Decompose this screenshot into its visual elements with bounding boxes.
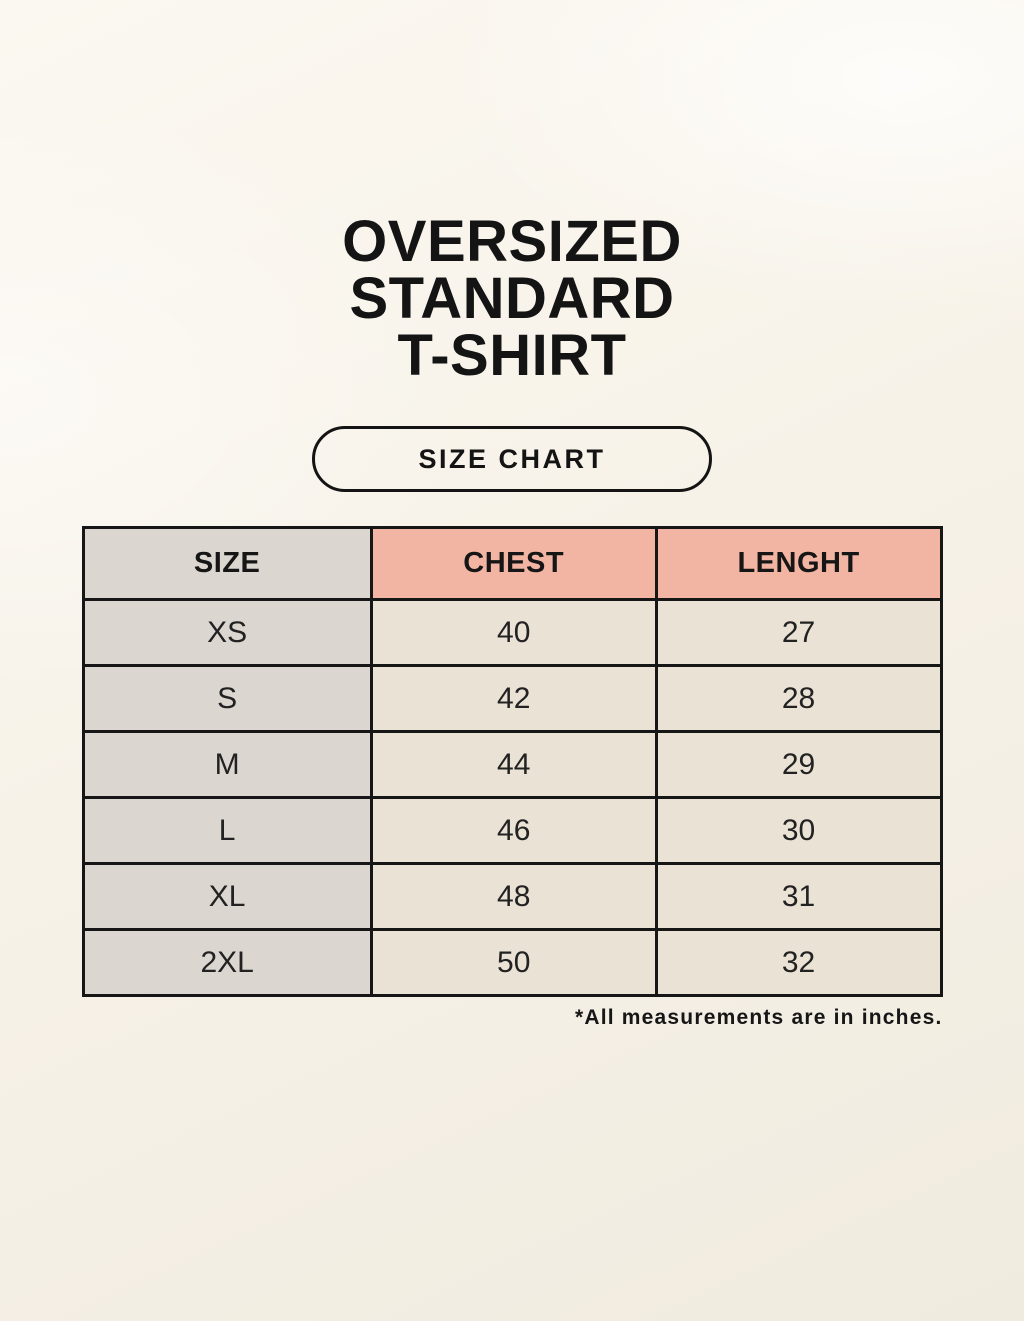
chest-value: 44 — [369, 730, 658, 799]
size-label: XL — [81, 862, 373, 931]
length-value: 28 — [654, 664, 943, 733]
length-value: 31 — [654, 862, 943, 931]
size-chart-button[interactable]: SIZE CHART — [312, 426, 712, 492]
size-label: L — [81, 796, 373, 865]
length-value: 32 — [654, 928, 943, 997]
chest-value: 48 — [369, 862, 658, 931]
size-label: M — [81, 730, 373, 799]
chest-value: 46 — [369, 796, 658, 865]
measurements-footnote: *All measurements are in inches. — [574, 1006, 943, 1029]
page-title-line: OVERSIZED — [342, 209, 682, 274]
size-chart-button-label: SIZE CHART — [418, 443, 606, 474]
table-row: M 44 29 — [81, 730, 943, 799]
size-chart-table-container: SIZE CHEST LENGHT XS 40 27 S 42 28 M 44 … — [81, 526, 943, 997]
size-chart-table: SIZE CHEST LENGHT XS 40 27 S 42 28 M 44 … — [81, 526, 943, 997]
size-label: 2XL — [81, 928, 373, 997]
table-row: XL 48 31 — [81, 862, 943, 931]
column-header-chest: CHEST — [369, 526, 658, 601]
column-header-length: LENGHT — [654, 526, 943, 601]
page-title-line: STANDARD — [349, 266, 675, 331]
table-row: XS 40 27 — [81, 598, 943, 667]
table-row: 2XL 50 32 — [81, 928, 943, 997]
length-value: 30 — [654, 796, 943, 865]
size-label: S — [81, 664, 373, 733]
table-row: S 42 28 — [81, 664, 943, 733]
page-title-line: T-SHIRT — [397, 323, 627, 388]
chest-value: 40 — [369, 598, 658, 667]
page-title: OVERSIZED STANDARD T-SHIRT — [0, 213, 1024, 385]
length-value: 27 — [654, 598, 943, 667]
table-header-row: SIZE CHEST LENGHT — [81, 526, 943, 601]
chest-value: 50 — [369, 928, 658, 997]
column-header-size: SIZE — [81, 526, 373, 601]
table-row: L 46 30 — [81, 796, 943, 865]
length-value: 29 — [654, 730, 943, 799]
chest-value: 42 — [369, 664, 658, 733]
size-label: XS — [81, 598, 373, 667]
